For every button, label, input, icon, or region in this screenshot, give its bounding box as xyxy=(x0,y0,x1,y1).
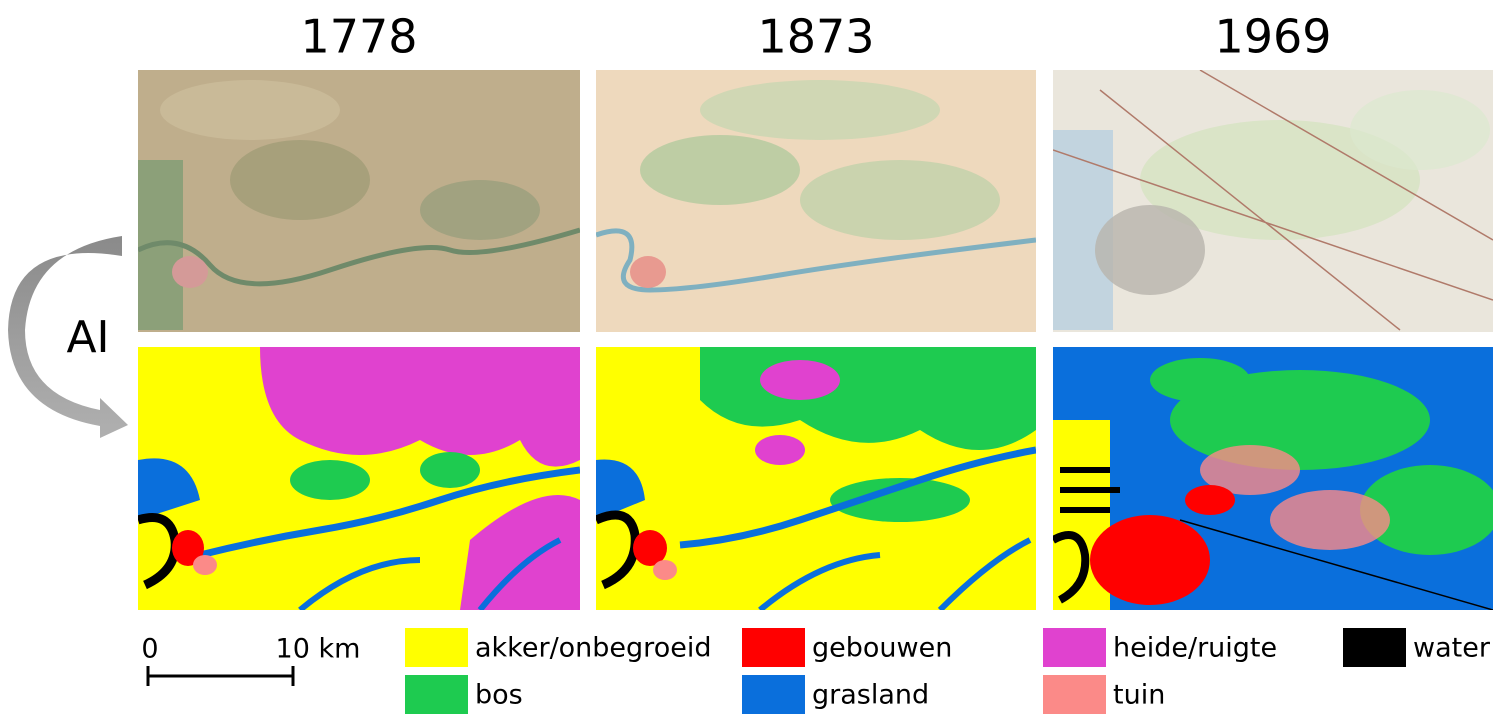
legend-label: gebouwen xyxy=(812,633,952,664)
legend-label: akker/onbegroeid xyxy=(475,633,711,664)
scale-end: 10 km xyxy=(276,634,361,665)
legend-swatch xyxy=(742,628,805,667)
classified-map-1969 xyxy=(1053,347,1493,610)
year-title: 1778 xyxy=(300,10,417,64)
annotation-label: AI xyxy=(66,312,109,363)
classified-map-1873 xyxy=(596,347,1036,610)
arrow xyxy=(8,236,128,438)
legend-swatch xyxy=(1343,628,1406,667)
legend-swatch xyxy=(1043,628,1106,667)
year-title: 1873 xyxy=(757,10,874,64)
legend-label: bos xyxy=(475,680,523,711)
map-1873 xyxy=(596,70,1036,332)
map-1778 xyxy=(138,70,580,332)
legend-swatch xyxy=(405,675,468,714)
scale-bar xyxy=(146,666,295,686)
legend-label: water xyxy=(1413,633,1491,664)
year-title: 1969 xyxy=(1214,10,1331,64)
map-1969 xyxy=(1053,70,1493,332)
legend-label: heide/ruigte xyxy=(1113,633,1277,664)
classified-map-1778 xyxy=(138,347,580,610)
legend-label: tuin xyxy=(1113,680,1165,711)
scale-start: 0 xyxy=(141,634,158,665)
legend-label: grasland xyxy=(812,680,929,711)
legend-swatch xyxy=(742,675,805,714)
legend-swatch xyxy=(1043,675,1106,714)
legend-swatch xyxy=(405,628,468,667)
